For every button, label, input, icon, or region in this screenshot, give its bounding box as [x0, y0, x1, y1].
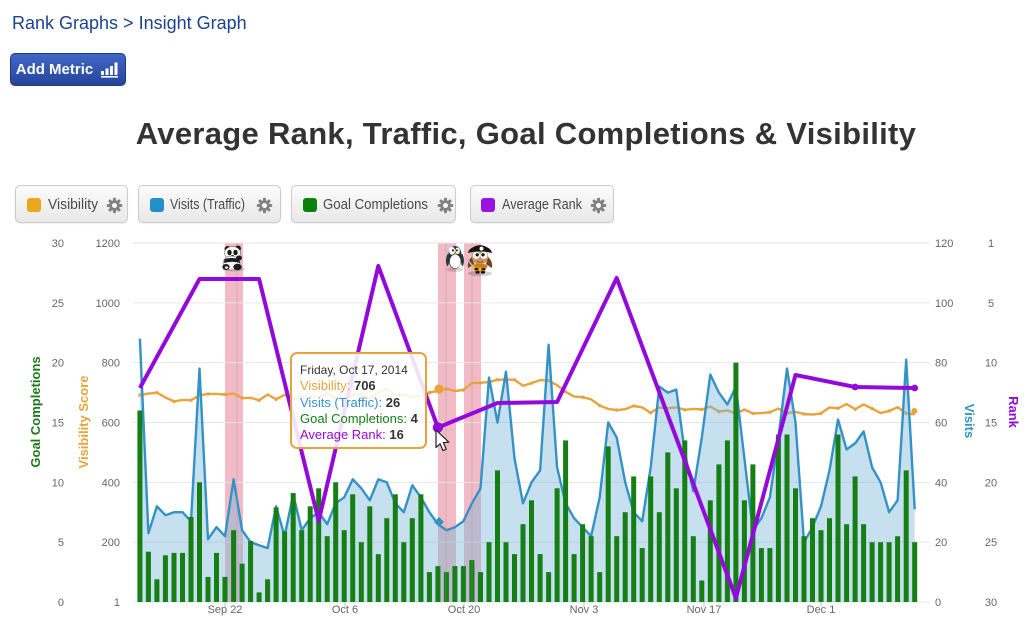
svg-text:5: 5 — [988, 298, 994, 310]
svg-text:Visits: Visits — [962, 404, 977, 438]
svg-text:Sep 22: Sep 22 — [208, 604, 243, 616]
svg-text:Goal Completions: Goal Completions — [28, 356, 43, 467]
svg-text:1200: 1200 — [96, 238, 120, 250]
svg-text:15: 15 — [52, 418, 64, 430]
svg-text:30: 30 — [985, 597, 997, 609]
svg-text:Visibility Score: Visibility Score — [76, 376, 91, 469]
svg-text:400: 400 — [102, 477, 120, 489]
svg-text:0: 0 — [935, 597, 941, 609]
svg-text:200: 200 — [102, 537, 120, 549]
svg-text:40: 40 — [935, 477, 947, 489]
svg-text:15: 15 — [985, 418, 997, 430]
svg-text:20: 20 — [935, 537, 947, 549]
svg-text:120: 120 — [935, 238, 953, 250]
svg-text:800: 800 — [102, 358, 120, 370]
svg-text:20: 20 — [985, 477, 997, 489]
svg-text:Nov 3: Nov 3 — [570, 604, 599, 616]
svg-text:10: 10 — [52, 477, 64, 489]
svg-text:1: 1 — [114, 597, 120, 609]
svg-text:25: 25 — [52, 298, 64, 310]
svg-text:60: 60 — [935, 418, 947, 430]
svg-text:Oct 20: Oct 20 — [448, 604, 480, 616]
svg-text:5: 5 — [58, 537, 64, 549]
svg-text:25: 25 — [985, 537, 997, 549]
svg-text:10: 10 — [985, 358, 997, 370]
svg-text:0: 0 — [58, 597, 64, 609]
svg-text:Nov 17: Nov 17 — [687, 604, 722, 616]
svg-text:Dec 1: Dec 1 — [807, 604, 836, 616]
svg-text:Oct 6: Oct 6 — [332, 604, 358, 616]
svg-text:80: 80 — [935, 358, 947, 370]
svg-text:1000: 1000 — [96, 298, 120, 310]
svg-text:1: 1 — [988, 238, 994, 250]
svg-text:100: 100 — [935, 298, 953, 310]
svg-text:30: 30 — [52, 238, 64, 250]
svg-text:600: 600 — [102, 418, 120, 430]
svg-text:Rank: Rank — [1006, 396, 1021, 429]
svg-text:20: 20 — [52, 358, 64, 370]
